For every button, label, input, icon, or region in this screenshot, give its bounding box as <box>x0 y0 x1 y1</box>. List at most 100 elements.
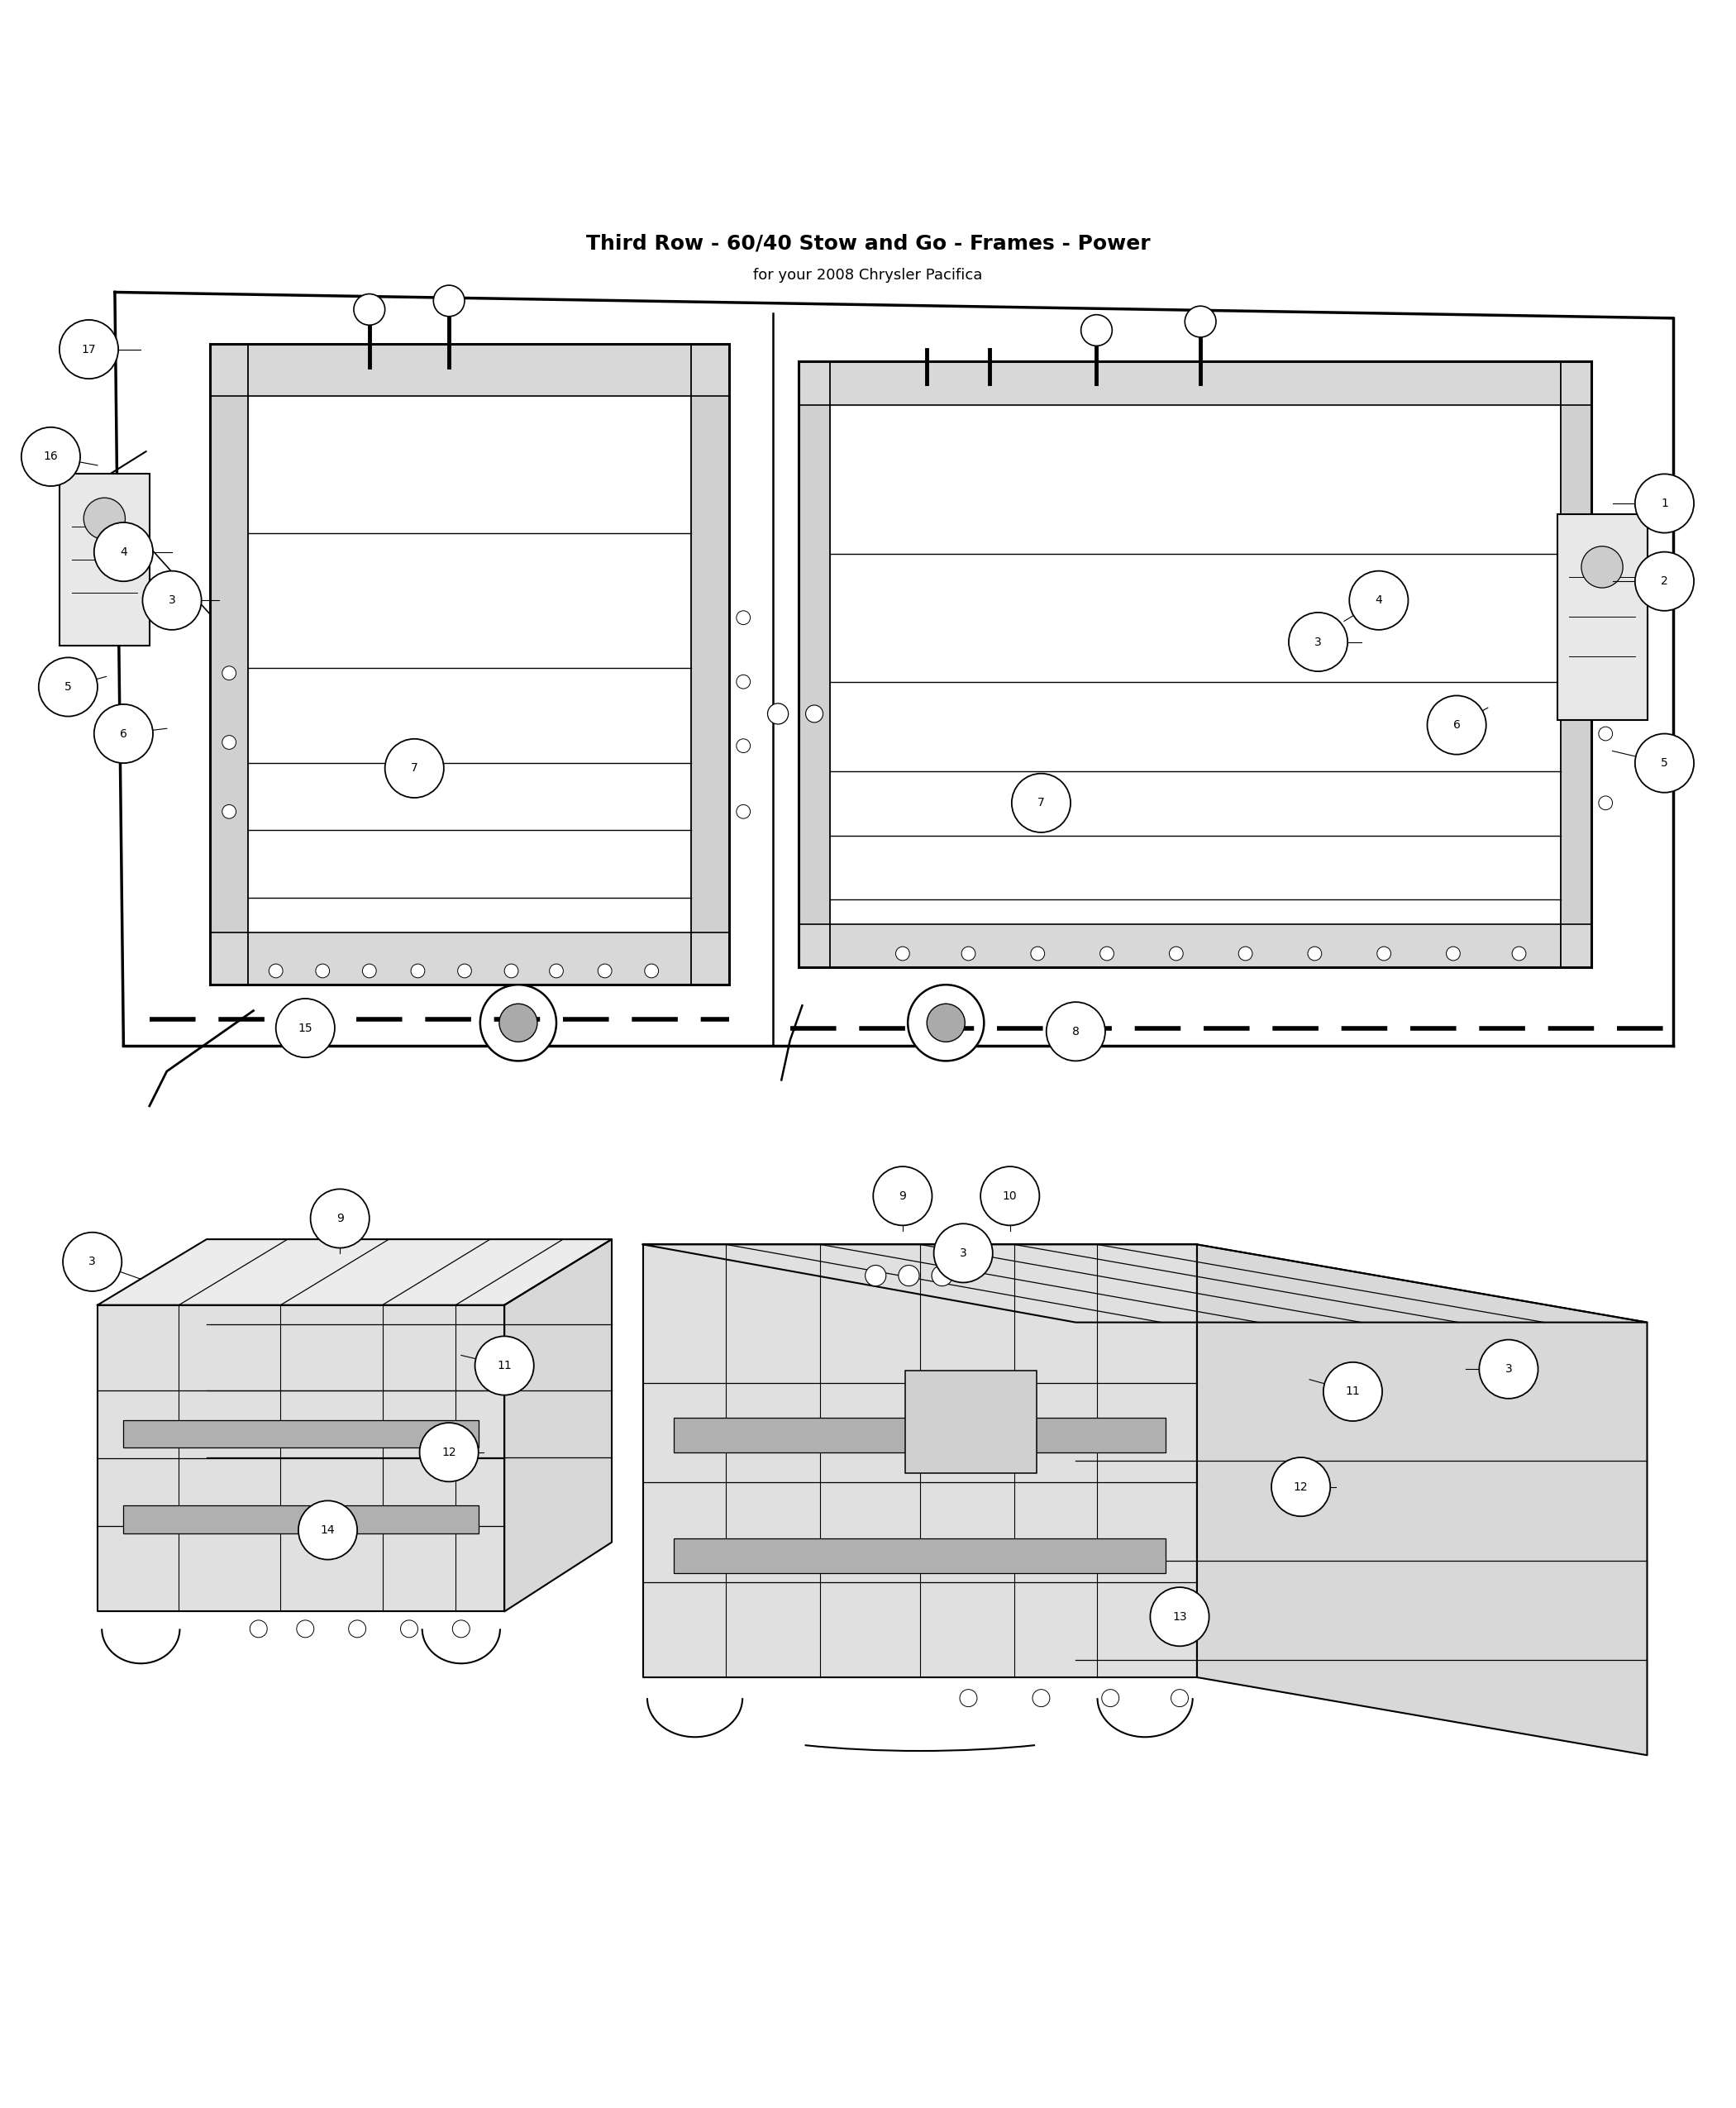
Text: Third Row - 60/40 Stow and Go - Frames - Power: Third Row - 60/40 Stow and Go - Frames -… <box>585 234 1151 253</box>
Text: 5: 5 <box>64 681 71 694</box>
Circle shape <box>269 963 283 978</box>
Text: 3: 3 <box>89 1256 95 1267</box>
Text: 11: 11 <box>496 1360 512 1372</box>
Circle shape <box>411 963 425 978</box>
Circle shape <box>1323 1362 1382 1421</box>
Circle shape <box>549 963 562 978</box>
Circle shape <box>297 1621 314 1638</box>
Text: 13: 13 <box>1172 1611 1187 1623</box>
Circle shape <box>1349 571 1408 630</box>
Circle shape <box>316 963 330 978</box>
Circle shape <box>354 293 385 325</box>
Text: 1: 1 <box>1661 497 1668 510</box>
Polygon shape <box>642 1244 1196 1678</box>
Text: 3: 3 <box>1505 1364 1512 1374</box>
Circle shape <box>932 1265 953 1286</box>
Text: 15: 15 <box>299 1022 312 1033</box>
Circle shape <box>1238 946 1252 961</box>
Circle shape <box>276 999 335 1058</box>
Text: 9: 9 <box>337 1212 344 1225</box>
Text: 3: 3 <box>168 594 175 607</box>
Circle shape <box>908 984 984 1060</box>
Circle shape <box>1581 546 1623 588</box>
Circle shape <box>21 428 80 487</box>
FancyBboxPatch shape <box>59 474 149 645</box>
Circle shape <box>1082 314 1113 346</box>
Circle shape <box>736 675 750 689</box>
Circle shape <box>927 1003 965 1041</box>
FancyBboxPatch shape <box>906 1370 1036 1473</box>
Circle shape <box>644 963 658 978</box>
Circle shape <box>1172 1689 1189 1707</box>
Text: 4: 4 <box>1375 594 1382 607</box>
Text: 6: 6 <box>1453 719 1460 731</box>
Text: 7: 7 <box>1038 797 1045 809</box>
Circle shape <box>960 1689 977 1707</box>
Circle shape <box>1170 946 1184 961</box>
Polygon shape <box>505 1240 611 1611</box>
Circle shape <box>434 285 465 316</box>
Circle shape <box>222 736 236 748</box>
Circle shape <box>94 704 153 763</box>
Circle shape <box>1047 1001 1106 1060</box>
Circle shape <box>767 704 788 725</box>
Circle shape <box>222 805 236 818</box>
Text: 16: 16 <box>43 451 57 462</box>
Circle shape <box>597 963 611 978</box>
Circle shape <box>1271 1457 1330 1516</box>
Circle shape <box>453 1621 470 1638</box>
Circle shape <box>1151 1587 1208 1646</box>
Circle shape <box>896 946 910 961</box>
Circle shape <box>59 320 118 379</box>
Circle shape <box>1186 306 1215 337</box>
Circle shape <box>349 1621 366 1638</box>
Circle shape <box>458 963 472 978</box>
Circle shape <box>385 740 444 797</box>
Circle shape <box>299 1501 358 1560</box>
Circle shape <box>1102 1689 1120 1707</box>
Circle shape <box>736 611 750 624</box>
Circle shape <box>1599 658 1613 670</box>
Circle shape <box>899 1265 920 1286</box>
FancyBboxPatch shape <box>674 1417 1167 1452</box>
FancyBboxPatch shape <box>123 1421 479 1448</box>
Circle shape <box>962 946 976 961</box>
Text: 9: 9 <box>899 1191 906 1202</box>
Polygon shape <box>1196 1244 1647 1756</box>
Circle shape <box>1635 474 1694 533</box>
Circle shape <box>1427 696 1486 755</box>
Polygon shape <box>642 1244 1647 1322</box>
Circle shape <box>981 1166 1040 1225</box>
Circle shape <box>1599 797 1613 809</box>
Circle shape <box>1512 946 1526 961</box>
Circle shape <box>420 1423 479 1482</box>
Circle shape <box>934 1223 993 1282</box>
Circle shape <box>736 805 750 818</box>
Text: 17: 17 <box>82 344 95 354</box>
FancyBboxPatch shape <box>1557 514 1647 719</box>
Circle shape <box>250 1621 267 1638</box>
Circle shape <box>38 658 97 717</box>
Circle shape <box>94 523 153 582</box>
Circle shape <box>142 571 201 630</box>
Circle shape <box>311 1189 370 1248</box>
Circle shape <box>1599 727 1613 740</box>
Text: 11: 11 <box>1345 1385 1359 1398</box>
Text: 8: 8 <box>1073 1027 1080 1037</box>
Circle shape <box>1635 734 1694 793</box>
Text: 3: 3 <box>1314 637 1321 647</box>
Circle shape <box>62 1233 122 1292</box>
Circle shape <box>500 1003 538 1041</box>
Text: 3: 3 <box>960 1248 967 1258</box>
Circle shape <box>505 963 519 978</box>
Circle shape <box>1031 946 1045 961</box>
FancyBboxPatch shape <box>674 1539 1167 1573</box>
Polygon shape <box>97 1240 611 1305</box>
Text: 12: 12 <box>441 1446 457 1459</box>
Text: 12: 12 <box>1293 1482 1309 1492</box>
Circle shape <box>1479 1341 1538 1398</box>
Circle shape <box>222 666 236 681</box>
Circle shape <box>1012 774 1071 833</box>
Circle shape <box>401 1621 418 1638</box>
Circle shape <box>83 497 125 540</box>
